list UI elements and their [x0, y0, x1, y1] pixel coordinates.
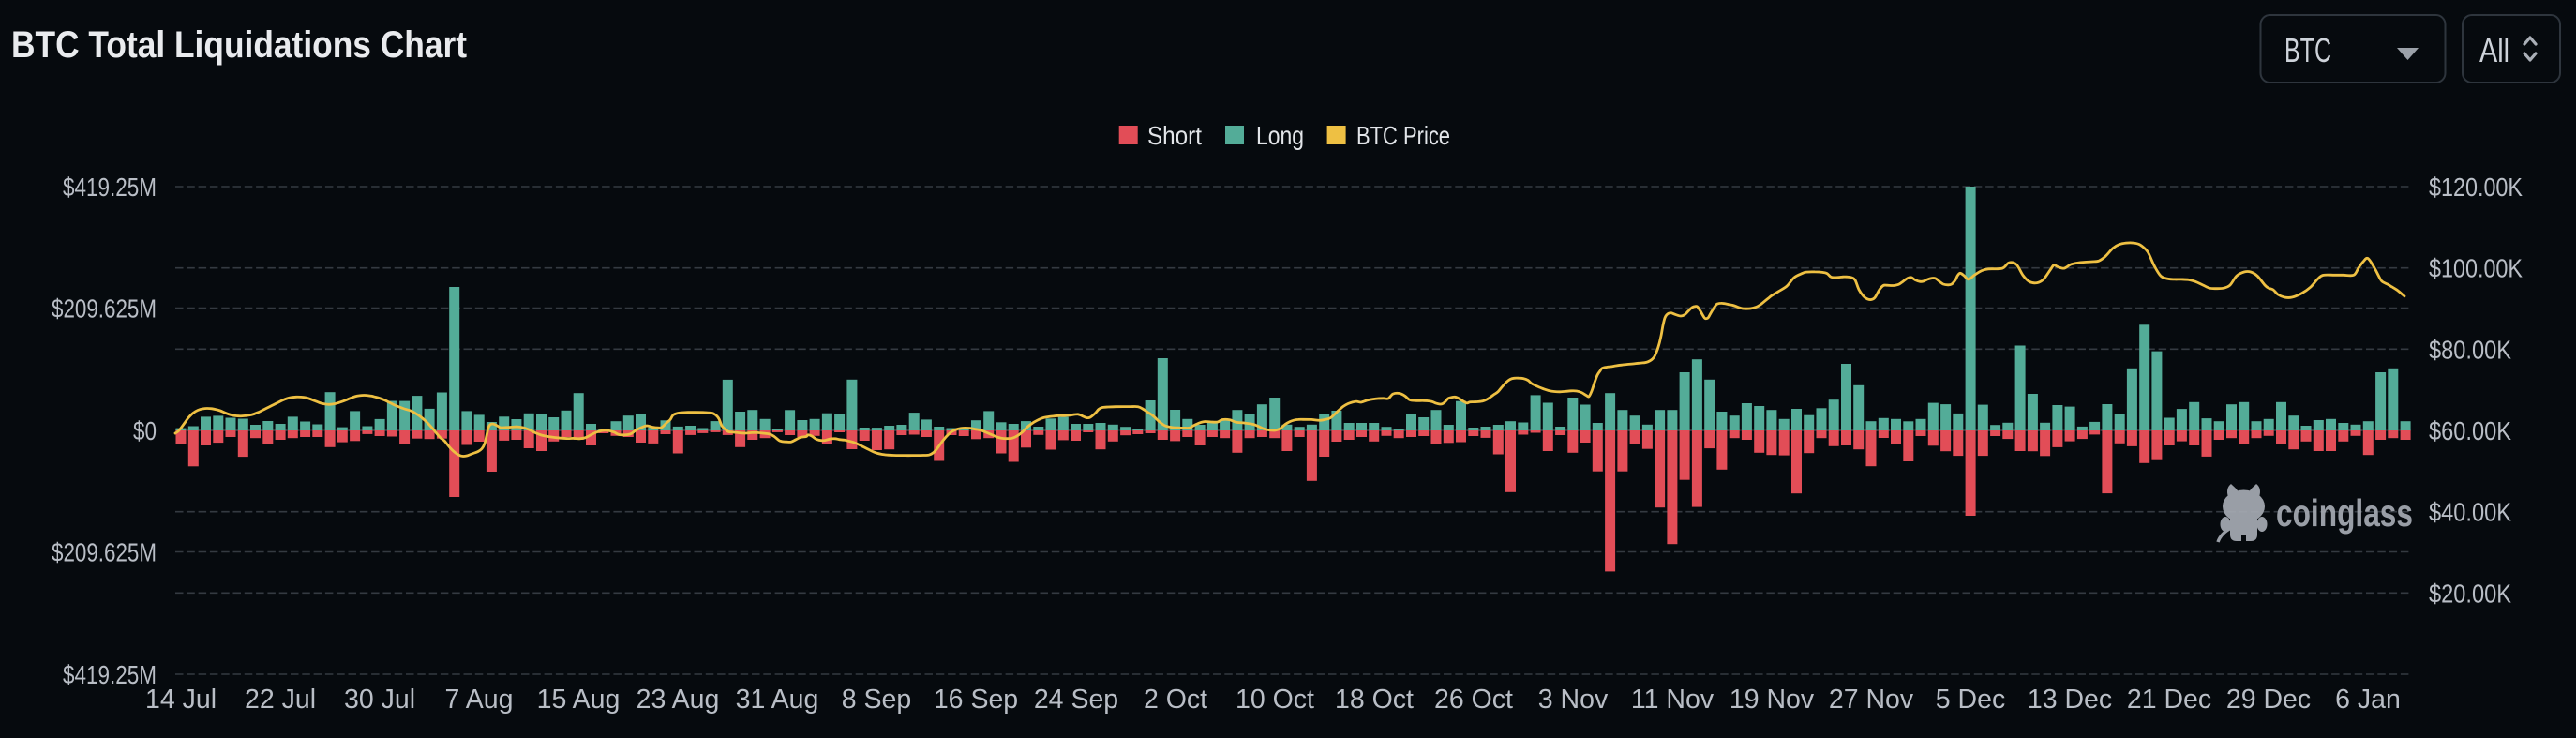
svg-text:coinglass: coinglass: [2276, 491, 2413, 535]
svg-text:Long: Long: [1256, 121, 1304, 150]
svg-text:$80.00K: $80.00K: [2429, 335, 2511, 364]
svg-text:$209.625M: $209.625M: [52, 538, 157, 567]
svg-text:5 Dec: 5 Dec: [1936, 685, 2005, 715]
svg-text:24 Sep: 24 Sep: [1034, 685, 1118, 715]
svg-text:11 Nov: 11 Nov: [1631, 685, 1715, 715]
svg-text:BTC Total Liquidations Chart: BTC Total Liquidations Chart: [11, 24, 467, 66]
svg-text:BTC Price: BTC Price: [1356, 121, 1450, 150]
svg-text:BTC: BTC: [2284, 31, 2331, 69]
svg-text:$419.25M: $419.25M: [63, 660, 157, 689]
svg-text:22 Jul: 22 Jul: [245, 685, 316, 715]
svg-text:19 Nov: 19 Nov: [1730, 685, 1815, 715]
svg-text:10 Oct: 10 Oct: [1236, 685, 1314, 715]
svg-text:$100.00K: $100.00K: [2429, 254, 2523, 283]
svg-text:13 Dec: 13 Dec: [2028, 685, 2112, 715]
svg-text:7 Aug: 7 Aug: [445, 685, 514, 715]
svg-text:3 Nov: 3 Nov: [1538, 685, 1609, 715]
svg-text:2 Oct: 2 Oct: [1144, 685, 1207, 715]
svg-text:$60.00K: $60.00K: [2429, 416, 2511, 445]
svg-text:6 Jan: 6 Jan: [2335, 685, 2401, 715]
svg-text:$0: $0: [133, 416, 157, 445]
svg-text:14 Jul: 14 Jul: [145, 685, 217, 715]
svg-text:29 Dec: 29 Dec: [2226, 685, 2311, 715]
svg-text:31 Aug: 31 Aug: [736, 685, 819, 715]
svg-text:$120.00K: $120.00K: [2429, 173, 2523, 202]
svg-text:$40.00K: $40.00K: [2429, 498, 2511, 527]
svg-text:$20.00K: $20.00K: [2429, 579, 2511, 608]
svg-text:Short: Short: [1147, 121, 1202, 150]
svg-text:8 Sep: 8 Sep: [842, 685, 911, 715]
svg-text:18 Oct: 18 Oct: [1335, 685, 1414, 715]
svg-text:23 Aug: 23 Aug: [637, 685, 720, 715]
svg-text:30 Jul: 30 Jul: [344, 685, 415, 715]
svg-text:16 Sep: 16 Sep: [934, 685, 1018, 715]
svg-text:21 Dec: 21 Dec: [2127, 685, 2211, 715]
svg-text:$419.25M: $419.25M: [63, 173, 157, 202]
svg-text:All: All: [2479, 31, 2509, 69]
svg-text:$209.625M: $209.625M: [52, 294, 157, 324]
svg-text:15 Aug: 15 Aug: [537, 685, 621, 715]
svg-text:26 Oct: 26 Oct: [1434, 685, 1513, 715]
svg-text:27 Nov: 27 Nov: [1829, 685, 1914, 715]
